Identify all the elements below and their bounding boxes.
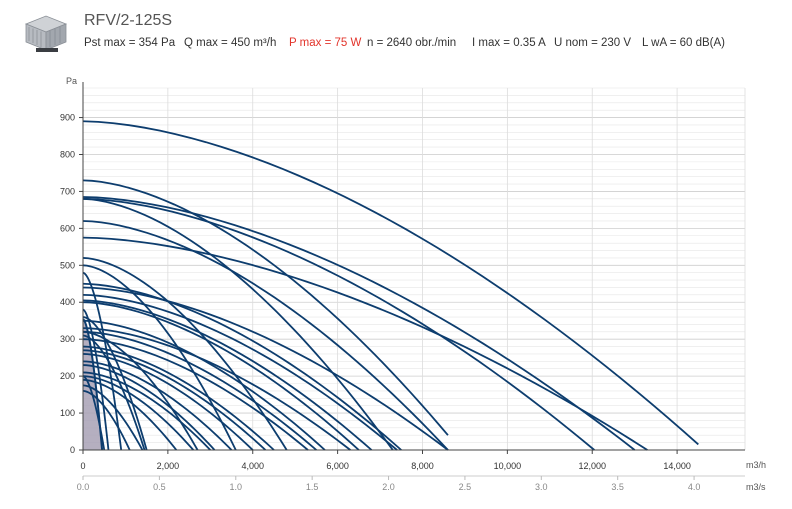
performance-curve <box>82 353 254 451</box>
performance-curve <box>82 236 648 451</box>
performance-curve <box>82 286 449 451</box>
performance-curve <box>82 390 131 451</box>
spec-q-max: Q max = 450 m³/h <box>184 37 277 49</box>
y-tick-label: 600 <box>60 223 75 233</box>
y-tick-label: 0 <box>70 445 75 455</box>
performance-curve <box>82 330 317 451</box>
performance-curve <box>82 378 178 451</box>
performance-curve <box>82 197 394 451</box>
performance-curve <box>82 282 402 451</box>
x-tick-label: 12,000 <box>578 461 606 471</box>
performance-curve <box>82 196 636 451</box>
fan-product-icon <box>24 15 68 52</box>
x-tick-label: 14,000 <box>663 461 691 471</box>
performance-curve <box>82 299 373 451</box>
spec-i-max: I max = 0.35 A <box>472 37 546 49</box>
performance-curve <box>82 375 106 451</box>
x-tick-label: 6,000 <box>326 461 349 471</box>
product-title: RFV/2-125S <box>84 12 173 29</box>
performance-curve <box>82 364 216 451</box>
performance-curve <box>82 257 288 451</box>
x-tick-label: 0 <box>80 461 85 471</box>
performance-curve <box>82 220 449 451</box>
performance-curve <box>82 301 360 451</box>
x-tick-label: 8,000 <box>411 461 434 471</box>
performance-curve <box>82 330 199 451</box>
y-tick-label: 100 <box>60 408 75 418</box>
performance-curve <box>82 338 309 451</box>
x2-tick-label: 2.0 <box>382 482 395 492</box>
performance-curve <box>82 197 595 451</box>
spec-u-nom: U nom = 230 V <box>554 37 632 49</box>
performance-curve <box>82 264 237 451</box>
x2-tick-label: 2.5 <box>459 482 472 492</box>
performance-curve <box>82 384 144 451</box>
performance-curves <box>82 120 699 451</box>
x-unit-label: m3/h <box>746 460 766 470</box>
performance-curve <box>82 327 351 451</box>
spec-pst-max: Pst max = 354 Pa <box>84 37 176 49</box>
y-tick-label: 500 <box>60 260 75 270</box>
performance-curve <box>82 345 275 451</box>
y-tick-label: 300 <box>60 334 75 344</box>
y-unit-label: Pa <box>66 76 77 86</box>
selected-fan-curve <box>82 318 104 451</box>
x2-tick-label: 0.0 <box>77 482 90 492</box>
spec-lwa: L wA = 60 dB(A) <box>642 37 725 49</box>
x2-tick-label: 3.0 <box>535 482 548 492</box>
spec-speed: n = 2640 obr./min <box>367 37 457 49</box>
performance-curve <box>82 319 326 451</box>
x2-tick-label: 4.0 <box>688 482 701 492</box>
y-tick-label: 800 <box>60 149 75 159</box>
performance-curve <box>82 371 211 451</box>
x-tick-label: 10,000 <box>494 461 522 471</box>
x-tick-label: 4,000 <box>241 461 264 471</box>
chart-axes: 0 100 200 300 400 500 600 700 800 900 Pa 0 2,000 4,00… <box>60 76 766 492</box>
x2-tick-label: 3.5 <box>611 482 624 492</box>
performance-curve <box>82 308 110 451</box>
spec-p-max: P max = 75 W <box>289 37 362 49</box>
x-tick-label: 2,000 <box>157 461 180 471</box>
product-header: RFV/2-125S Pst max = 354 Pa Q max = 450 … <box>0 0 792 62</box>
y-tick-label: 400 <box>60 297 75 307</box>
performance-curve <box>82 120 699 446</box>
performance-curve <box>82 293 398 451</box>
performance-curve <box>82 179 449 436</box>
x2-tick-label: 1.5 <box>306 482 319 492</box>
y-tick-label: 700 <box>60 186 75 196</box>
performance-curve <box>82 271 123 451</box>
performance-curve <box>82 375 195 451</box>
x2-tick-label: 0.5 <box>153 482 166 492</box>
performance-curve <box>82 316 148 451</box>
x2-tick-label: 1.0 <box>230 482 243 492</box>
y-tick-label: 900 <box>60 113 75 123</box>
x2-unit-label: m3/s <box>746 482 766 492</box>
y-tick-label: 200 <box>60 371 75 381</box>
